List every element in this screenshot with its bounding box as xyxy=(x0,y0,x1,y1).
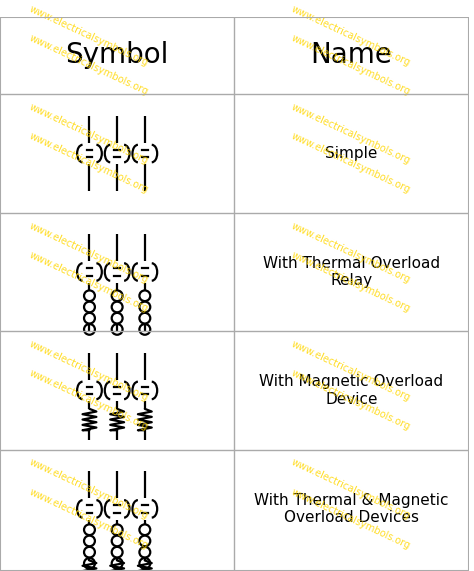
Text: www.electricalsymbols.org: www.electricalsymbols.org xyxy=(28,4,150,68)
Text: www.electricalsymbols.org: www.electricalsymbols.org xyxy=(28,457,150,521)
Text: With Thermal & Magnetic
Overload Devices: With Thermal & Magnetic Overload Devices xyxy=(254,493,449,525)
Text: www.electricalsymbols.org: www.electricalsymbols.org xyxy=(290,368,412,432)
Text: www.electricalsymbols.org: www.electricalsymbols.org xyxy=(28,339,150,403)
Text: www.electricalsymbols.org: www.electricalsymbols.org xyxy=(28,368,150,432)
Text: www.electricalsymbols.org: www.electricalsymbols.org xyxy=(28,486,150,550)
Text: www.electricalsymbols.org: www.electricalsymbols.org xyxy=(28,220,150,284)
Text: www.electricalsymbols.org: www.electricalsymbols.org xyxy=(290,131,412,195)
Text: www.electricalsymbols.org: www.electricalsymbols.org xyxy=(28,33,150,97)
Text: www.electricalsymbols.org: www.electricalsymbols.org xyxy=(290,250,412,313)
Text: With Magnetic Overload
Device: With Magnetic Overload Device xyxy=(259,374,444,407)
Text: www.electricalsymbols.org: www.electricalsymbols.org xyxy=(28,131,150,195)
Text: Simple: Simple xyxy=(325,146,378,161)
Text: Name: Name xyxy=(310,42,392,70)
Text: With Thermal Overload
Relay: With Thermal Overload Relay xyxy=(263,256,440,288)
Text: www.electricalsymbols.org: www.electricalsymbols.org xyxy=(290,339,412,403)
Text: www.electricalsymbols.org: www.electricalsymbols.org xyxy=(28,102,150,166)
Text: www.electricalsymbols.org: www.electricalsymbols.org xyxy=(290,4,412,68)
Text: www.electricalsymbols.org: www.electricalsymbols.org xyxy=(28,250,150,313)
Text: www.electricalsymbols.org: www.electricalsymbols.org xyxy=(290,457,412,521)
Text: www.electricalsymbols.org: www.electricalsymbols.org xyxy=(290,102,412,166)
Text: www.electricalsymbols.org: www.electricalsymbols.org xyxy=(290,486,412,550)
Text: Symbol: Symbol xyxy=(65,42,169,70)
Text: www.electricalsymbols.org: www.electricalsymbols.org xyxy=(290,33,412,97)
Text: www.electricalsymbols.org: www.electricalsymbols.org xyxy=(290,220,412,284)
